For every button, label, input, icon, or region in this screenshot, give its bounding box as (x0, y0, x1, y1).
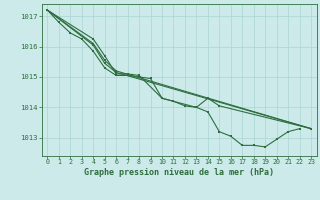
X-axis label: Graphe pression niveau de la mer (hPa): Graphe pression niveau de la mer (hPa) (84, 168, 274, 177)
